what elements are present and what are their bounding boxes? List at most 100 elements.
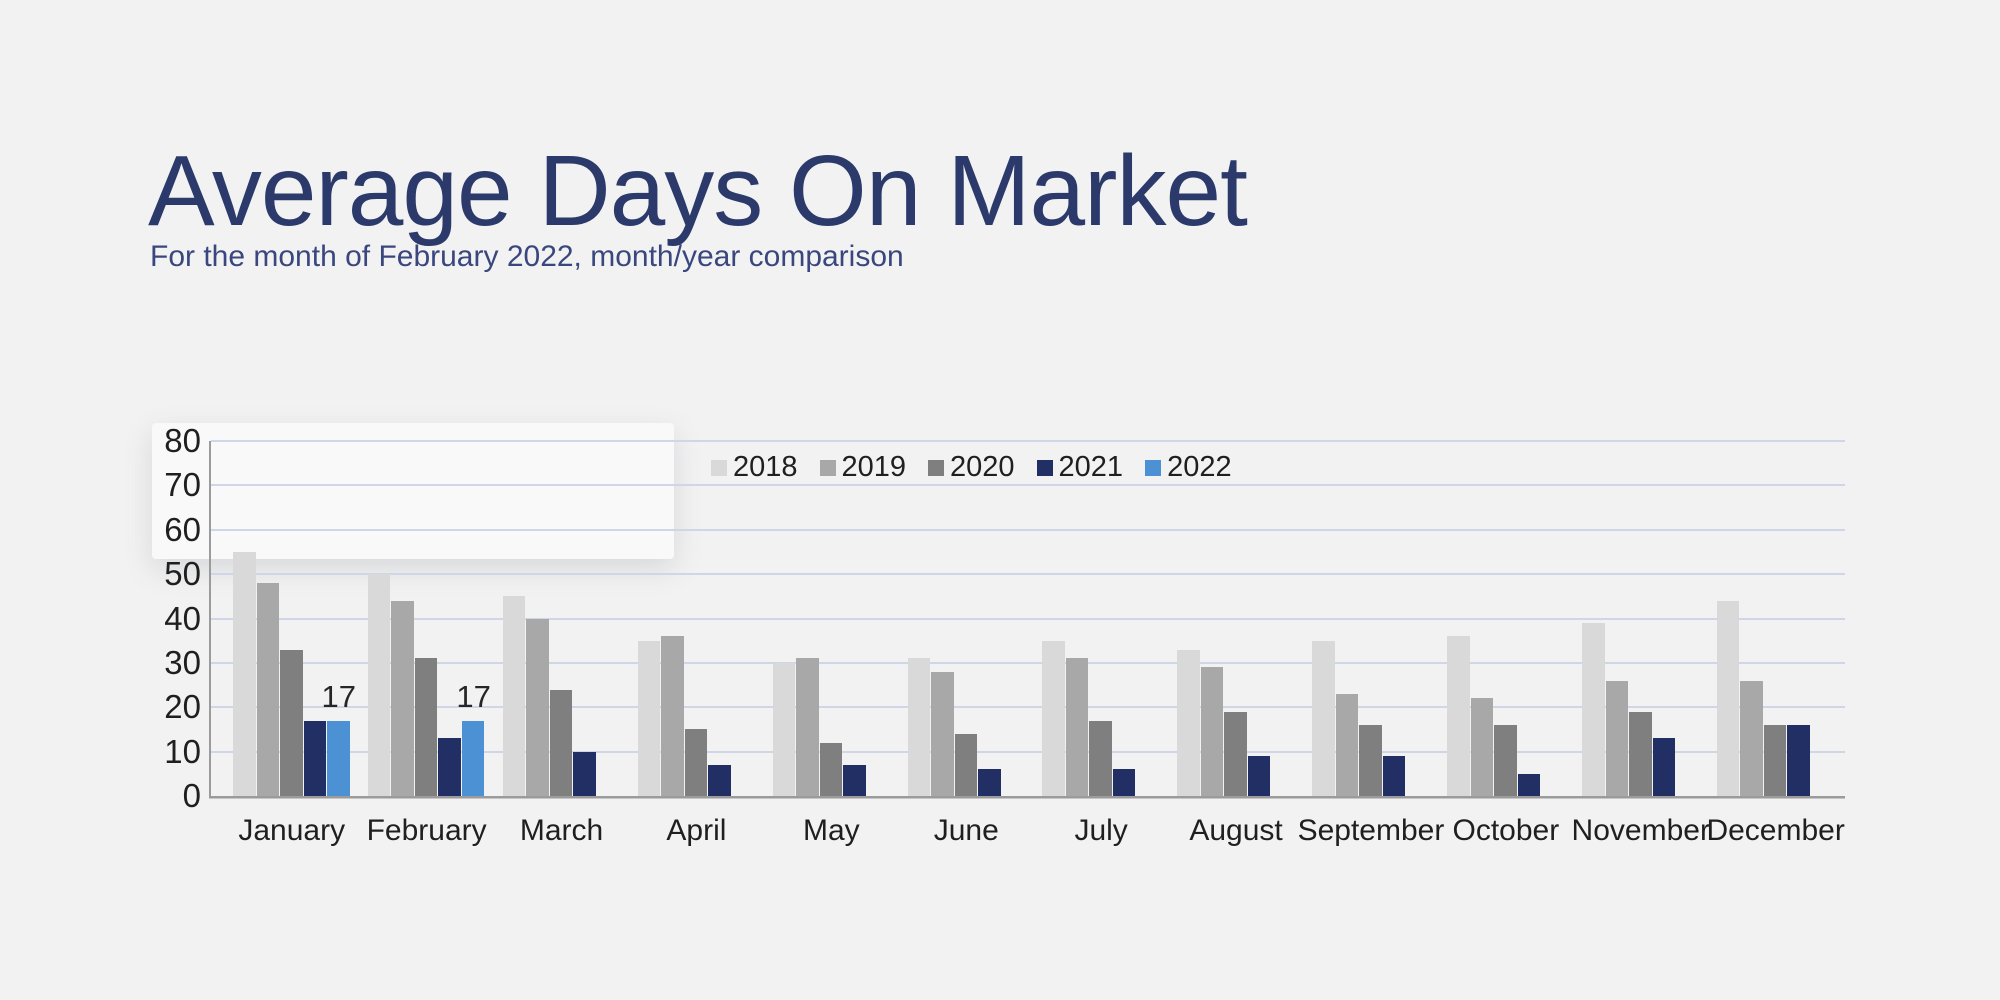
- data-label-2022-february: 17: [456, 678, 491, 714]
- bar-2021-october: [1517, 773, 1541, 796]
- y-tick-label-10: 10: [164, 732, 201, 770]
- x-axis-label-august: August: [1189, 814, 1283, 847]
- bar-2018-april: [637, 640, 661, 796]
- gridline-80: [211, 440, 1845, 442]
- bar-2019-may: [796, 658, 819, 796]
- bar-2021-march: [573, 751, 596, 796]
- bar-2020-september: [1359, 725, 1382, 796]
- x-axis-label-may: May: [803, 814, 860, 847]
- gridline-50: [211, 573, 1845, 576]
- bar-2020-august: [1224, 711, 1247, 796]
- data-label-2022-january: 17: [321, 678, 356, 714]
- y-tick-label-50: 50: [164, 555, 201, 593]
- bar-2020-february: [414, 658, 438, 796]
- bar-2021-february: [438, 738, 461, 796]
- bar-2021-january: [303, 720, 326, 796]
- bar-2018-october: [1447, 636, 1470, 796]
- gridline-10: [211, 750, 1845, 753]
- legend-item-2022: 2022: [1145, 451, 1232, 484]
- bar-2018-january: [233, 551, 256, 796]
- x-axis-label-november: November: [1571, 814, 1710, 847]
- x-axis-label-july: July: [1074, 814, 1128, 847]
- bar-2021-september: [1382, 756, 1406, 796]
- y-tick-label-60: 60: [164, 510, 201, 548]
- bar-2020-march: [549, 689, 573, 796]
- gridline-20: [211, 706, 1845, 709]
- x-axis-label-february: February: [366, 814, 487, 847]
- y-axis-line: [209, 441, 211, 799]
- bar-2018-february: [367, 574, 391, 796]
- y-tick-label-20: 20: [164, 688, 201, 726]
- bar-2018-may: [772, 662, 796, 796]
- bar-2020-may: [819, 742, 843, 796]
- bar-2018-july: [1042, 640, 1065, 796]
- bar-2019-october: [1470, 698, 1494, 796]
- x-axis-label-september: September: [1297, 814, 1445, 847]
- legend-swatch-2018: [711, 459, 727, 476]
- legend-label-2021: 2021: [1058, 451, 1124, 483]
- bar-2019-november: [1605, 680, 1628, 796]
- bar-2019-august: [1200, 667, 1224, 796]
- legend-label-2022: 2022: [1167, 451, 1232, 483]
- y-tick-label-70: 70: [164, 466, 201, 504]
- bar-2021-april: [708, 764, 731, 796]
- bar-2018-march: [502, 596, 526, 796]
- bar-2020-july: [1089, 720, 1112, 796]
- bar-2020-june: [954, 733, 977, 796]
- page-title: Average Days On Market: [148, 135, 1248, 247]
- gridline-70: [211, 484, 1845, 487]
- chart-legend: 2018 2019 2020 2021 2022: [711, 451, 1232, 484]
- legend-label-2020: 2020: [950, 451, 1015, 483]
- bar-2021-december: [1787, 725, 1810, 796]
- bar-2018-december: [1716, 600, 1740, 796]
- bar-2018-september: [1312, 640, 1335, 796]
- x-axis-line: [209, 796, 1845, 799]
- bar-2019-february: [391, 600, 414, 796]
- y-tick-label-80: 80: [164, 422, 201, 459]
- bar-2021-may: [843, 764, 866, 796]
- legend-item-2021: 2021: [1036, 451, 1124, 484]
- bar-2019-april: [661, 636, 684, 796]
- legend-item-2019: 2019: [819, 451, 907, 484]
- bar-2021-august: [1247, 756, 1271, 796]
- page-subtitle: For the month of February 2022, month/ye…: [150, 240, 904, 273]
- x-axis-label-october: October: [1452, 814, 1560, 847]
- x-axis-label-june: June: [933, 814, 999, 847]
- bar-2019-march: [526, 618, 549, 796]
- bar-2021-june: [978, 769, 1001, 796]
- bar-2020-april: [684, 729, 708, 796]
- bar-2020-january: [280, 649, 303, 796]
- legend-swatch-2020: [928, 459, 945, 476]
- bar-2022-february: [461, 720, 485, 796]
- bar-2019-july: [1065, 658, 1089, 796]
- bar-2020-november: [1629, 711, 1652, 796]
- legend-swatch-2021: [1036, 459, 1053, 476]
- bar-2019-september: [1335, 693, 1359, 796]
- bar-2019-june: [931, 671, 954, 796]
- bar-2020-december: [1763, 725, 1787, 796]
- x-axis-label-december: December: [1706, 814, 1845, 847]
- legend-label-2019: 2019: [841, 451, 907, 483]
- bar-2021-july: [1112, 769, 1136, 796]
- bar-2021-november: [1652, 738, 1675, 796]
- y-tick-label-30: 30: [164, 643, 201, 681]
- highlight-panel: [152, 423, 674, 559]
- legend-item-2018: 2018: [711, 451, 798, 484]
- legend-swatch-2019: [819, 459, 836, 476]
- bar-2018-june: [907, 658, 930, 796]
- legend-swatch-2022: [1145, 459, 1162, 476]
- bar-2019-january: [256, 583, 279, 796]
- y-tick-label-0: 0: [182, 777, 201, 814]
- gridline-30: [211, 661, 1845, 664]
- bar-2018-november: [1582, 622, 1605, 796]
- x-axis-label-april: April: [666, 814, 727, 847]
- bar-2019-december: [1740, 680, 1763, 796]
- gridline-40: [211, 617, 1845, 620]
- legend-label-2018: 2018: [733, 451, 798, 483]
- bar-2018-august: [1177, 649, 1200, 796]
- y-tick-label-40: 40: [164, 599, 201, 637]
- gridline-60: [211, 528, 1845, 531]
- bar-2022-january: [327, 720, 350, 796]
- legend-item-2020: 2020: [928, 451, 1015, 484]
